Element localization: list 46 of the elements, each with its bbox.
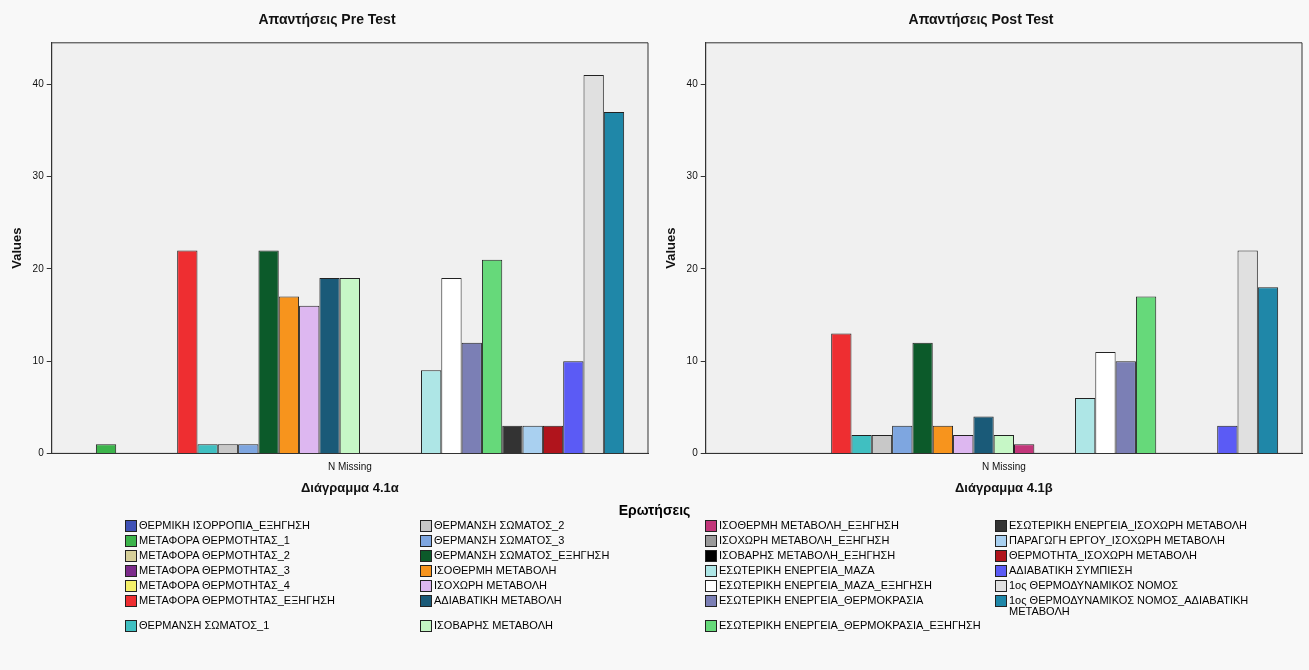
y-tick-label: 30 (686, 170, 699, 182)
legend-label: ΑΔΙΑΒΑΤΙΚΗ ΣΥΜΠΙΕΣΗ (1009, 564, 1133, 576)
y-tick-label: 10 (32, 354, 45, 366)
legend-label: ΜΕΤΑΦΟΡΑ ΘΕΡΜΟΤΗΤΑΣ_1 (139, 534, 290, 546)
y-tick-label: 20 (686, 262, 699, 274)
legend-label: ΙΣΟΘΕΡΜΗ ΜΕΤΑΒΟΛΗ_ΕΞΗΓΗΣΗ (719, 519, 899, 531)
legend-label: ΠΑΡΑΓΩΓΗ ΕΡΓΟΥ_ΙΣΟΧΩΡΗ ΜΕΤΑΒΟΛΗ (1009, 534, 1225, 546)
legend-label: ΙΣΟΒΑΡΗΣ ΜΕΤΑΒΟΛΗ (434, 619, 553, 631)
legend-label: ΜΕΤΑΦΟΡΑ ΘΕΡΜΟΤΗΤΑΣ_3 (139, 564, 290, 576)
legend-label: ΙΣΟΧΩΡΗ ΜΕΤΑΒΟΛΗ_ΕΞΗΓΗΣΗ (719, 534, 890, 546)
y-tick-label: 20 (32, 262, 45, 274)
legend-label: ΙΣΟΘΕΡΜΗ ΜΕΤΑΒΟΛΗ (434, 564, 557, 576)
legend-label: ΙΣΟΧΩΡΗ ΜΕΤΑΒΟΛΗ (434, 579, 548, 591)
legend-label: ΙΣΟΒΑΡΗΣ ΜΕΤΑΒΟΛΗ_ΕΞΗΓΗΣΗ (719, 549, 896, 561)
chart-title: Απαντήσεις Post Test (908, 11, 1054, 28)
x-axis-title: Διάγραμμα 4.1α (300, 479, 399, 495)
legend-label: ΕΣΩΤΕΡΙΚΗ ΕΝΕΡΓΕΙΑ_ΙΣΟΧΩΡΗ ΜΕΤΑΒΟΛΗ (1009, 519, 1248, 531)
legend-label: ΜΕΤΑΦΟΡΑ ΘΕΡΜΟΤΗΤΑΣ_4 (139, 579, 290, 591)
legend-label: ΘΕΡΜΑΝΣΗ ΣΩΜΑΤΟΣ_2 (434, 519, 565, 531)
legend-title: Ερωτήσεις (617, 502, 692, 518)
legend-label: ΕΣΩΤΕΡΙΚΗ ΕΝΕΡΓΕΙΑ_ΘΕΡΜΟΚΡΑΣΙΑ_ΕΞΗΓΗΣΗ (719, 619, 981, 631)
y-tick-label: 0 (38, 447, 45, 459)
y-tick-label: 0 (692, 447, 699, 459)
chart-title: Απαντήσεις Pre Test (258, 11, 396, 28)
legend-label: ΘΕΡΜΑΝΣΗ ΣΩΜΑΤΟΣ_1 (139, 619, 270, 631)
legend-label: ΘΕΡΜΑΝΣΗ ΣΩΜΑΤΟΣ_3 (434, 534, 565, 546)
y-axis-title: Values (663, 227, 679, 269)
y-tick-label: 10 (686, 354, 699, 366)
y-tick-label: 40 (32, 78, 45, 90)
x-tick-label: N Missing (981, 461, 1026, 473)
legend-label: ΘΕΡΜΟΤΗΤΑ_ΙΣΟΧΩΡΗ ΜΕΤΑΒΟΛΗ (1009, 549, 1198, 561)
legend-label: 1ος ΘΕΡΜΟΔΥΝΑΜΙΚΟΣ ΝΟΜΟΣ_ΑΔΙΑΒΑΤΙΚΗ ΜΕΤΑΒΟΛΗ (1009, 594, 1250, 617)
legend-label: ΜΕΤΑΦΟΡΑ ΘΕΡΜΟΤΗΤΑΣ_ΕΞΗΓΗΣΗ (139, 594, 336, 606)
legend-label: ΑΔΙΑΒΑΤΙΚΗ ΜΕΤΑΒΟΛΗ (434, 594, 562, 606)
legend-label: ΜΕΤΑΦΟΡΑ ΘΕΡΜΟΤΗΤΑΣ_2 (139, 549, 290, 561)
legend-label: ΘΕΡΜΙΚΗ ΙΣΟΡΡΟΠΙΑ_ΕΞΗΓΗΣΗ (139, 519, 311, 531)
legend-label: ΕΣΩΤΕΡΙΚΗ ΕΝΕΡΓΕΙΑ_ΜΑΖΑ_ΕΞΗΓΗΣΗ (719, 579, 932, 591)
x-tick-label: N Missing (327, 461, 372, 473)
legend-label: ΕΣΩΤΕΡΙΚΗ ΕΝΕΡΓΕΙΑ_ΘΕΡΜΟΚΡΑΣΙΑ (719, 594, 924, 606)
y-tick-label: 40 (686, 78, 699, 90)
y-axis-title: Values (9, 227, 25, 269)
x-axis-title: Διάγραμμα 4.1β (954, 479, 1053, 495)
legend-label: 1ος ΘΕΡΜΟΔΥΝΑΜΙΚΟΣ ΝΟΜΟΣ (1009, 579, 1179, 591)
legend-label: ΘΕΡΜΑΝΣΗ ΣΩΜΑΤΟΣ_ΕΞΗΓΗΣΗ (434, 549, 610, 561)
legend-label: ΕΣΩΤΕΡΙΚΗ ΕΝΕΡΓΕΙΑ_ΜΑΖΑ (719, 564, 875, 576)
y-tick-label: 30 (32, 170, 45, 182)
